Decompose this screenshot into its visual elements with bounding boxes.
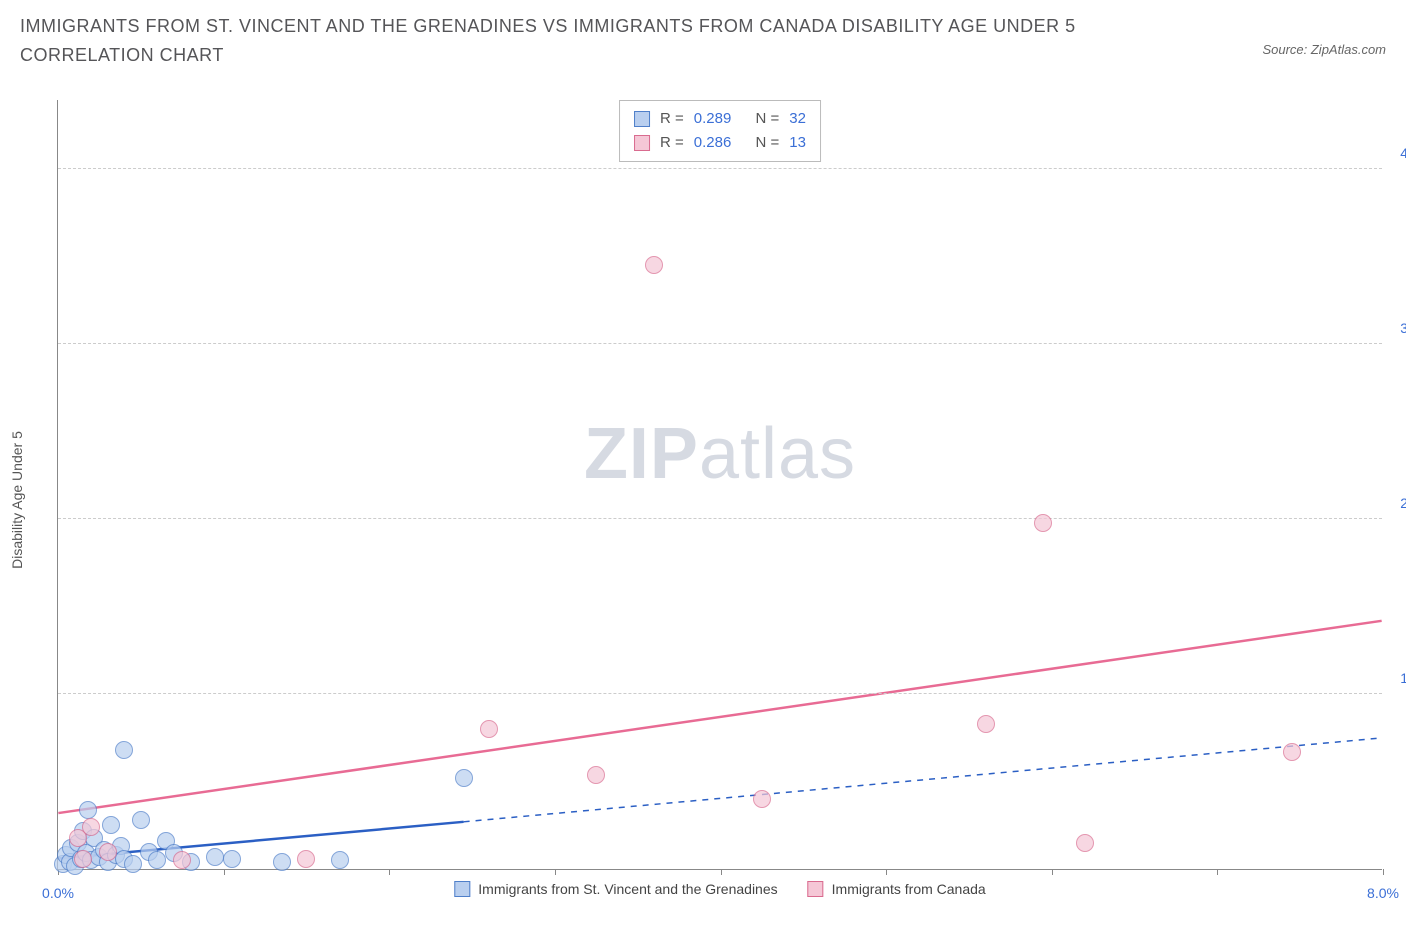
legend-N-label: N =: [756, 107, 780, 131]
data-point: [223, 850, 241, 868]
swatch-series-2-bottom: [808, 881, 824, 897]
data-point: [132, 811, 150, 829]
x-tick-mark: [1217, 869, 1218, 875]
legend-N-label-2: N =: [756, 131, 780, 155]
data-point: [124, 855, 142, 873]
y-axis-label: Disability Age Under 5: [9, 431, 25, 569]
data-point: [753, 790, 771, 808]
trend-lines: [58, 100, 1382, 869]
legend-R-value-2: 0.286: [694, 131, 732, 155]
legend-R-value-1: 0.289: [694, 107, 732, 131]
data-point: [645, 256, 663, 274]
y-tick-label: 30.0%: [1388, 320, 1406, 336]
legend-stats-box: R = 0.289 N = 32 R = 0.286 N = 13: [619, 100, 821, 162]
data-point: [1283, 743, 1301, 761]
legend-row-series-1: R = 0.289 N = 32: [634, 107, 806, 131]
data-point: [102, 816, 120, 834]
legend-N-value-2: 13: [789, 131, 806, 155]
gridline: [58, 518, 1382, 519]
gridline: [58, 693, 1382, 694]
data-point: [1034, 514, 1052, 532]
trend-line: [58, 621, 1381, 813]
swatch-series-2: [634, 135, 650, 151]
data-point: [273, 853, 291, 871]
data-point: [74, 850, 92, 868]
data-point: [1076, 834, 1094, 852]
data-point: [480, 720, 498, 738]
y-tick-label: 40.0%: [1388, 145, 1406, 161]
data-point: [977, 715, 995, 733]
data-point: [173, 851, 191, 869]
x-tick-mark: [1383, 869, 1384, 875]
x-tick-mark: [224, 869, 225, 875]
chart-title: IMMIGRANTS FROM ST. VINCENT AND THE GREN…: [20, 12, 1120, 70]
legend-item-series-2: Immigrants from Canada: [808, 881, 986, 897]
swatch-series-1-bottom: [454, 881, 470, 897]
legend-R-label-2: R =: [660, 131, 684, 155]
y-tick-label: 20.0%: [1388, 495, 1406, 511]
data-point: [587, 766, 605, 784]
legend-item-series-1: Immigrants from St. Vincent and the Gren…: [454, 881, 777, 897]
data-point: [99, 843, 117, 861]
data-point: [297, 850, 315, 868]
chart-area: Disability Age Under 5 ZIPatlas R = 0.28…: [45, 100, 1385, 900]
legend-row-series-2: R = 0.286 N = 13: [634, 131, 806, 155]
x-tick-mark: [1052, 869, 1053, 875]
y-tick-label: 10.0%: [1388, 670, 1406, 686]
data-point: [79, 801, 97, 819]
swatch-series-1: [634, 111, 650, 127]
data-point: [148, 851, 166, 869]
data-point: [82, 818, 100, 836]
gridline: [58, 168, 1382, 169]
data-point: [206, 848, 224, 866]
legend-R-label: R =: [660, 107, 684, 131]
x-tick-label: 0.0%: [42, 885, 74, 901]
data-point: [115, 741, 133, 759]
x-tick-mark: [389, 869, 390, 875]
gridline: [58, 343, 1382, 344]
x-tick-mark: [555, 869, 556, 875]
data-point: [455, 769, 473, 787]
x-tick-label: 8.0%: [1367, 885, 1399, 901]
legend-label-series-2: Immigrants from Canada: [832, 881, 986, 897]
x-tick-mark: [886, 869, 887, 875]
x-tick-mark: [721, 869, 722, 875]
legend-bottom: Immigrants from St. Vincent and the Gren…: [454, 881, 985, 897]
data-point: [331, 851, 349, 869]
plot-region: ZIPatlas R = 0.289 N = 32 R = 0.286 N = …: [57, 100, 1382, 870]
legend-N-value-1: 32: [789, 107, 806, 131]
legend-label-series-1: Immigrants from St. Vincent and the Gren…: [478, 881, 777, 897]
source-attribution: Source: ZipAtlas.com: [1262, 12, 1386, 57]
header-row: IMMIGRANTS FROM ST. VINCENT AND THE GREN…: [0, 0, 1406, 74]
